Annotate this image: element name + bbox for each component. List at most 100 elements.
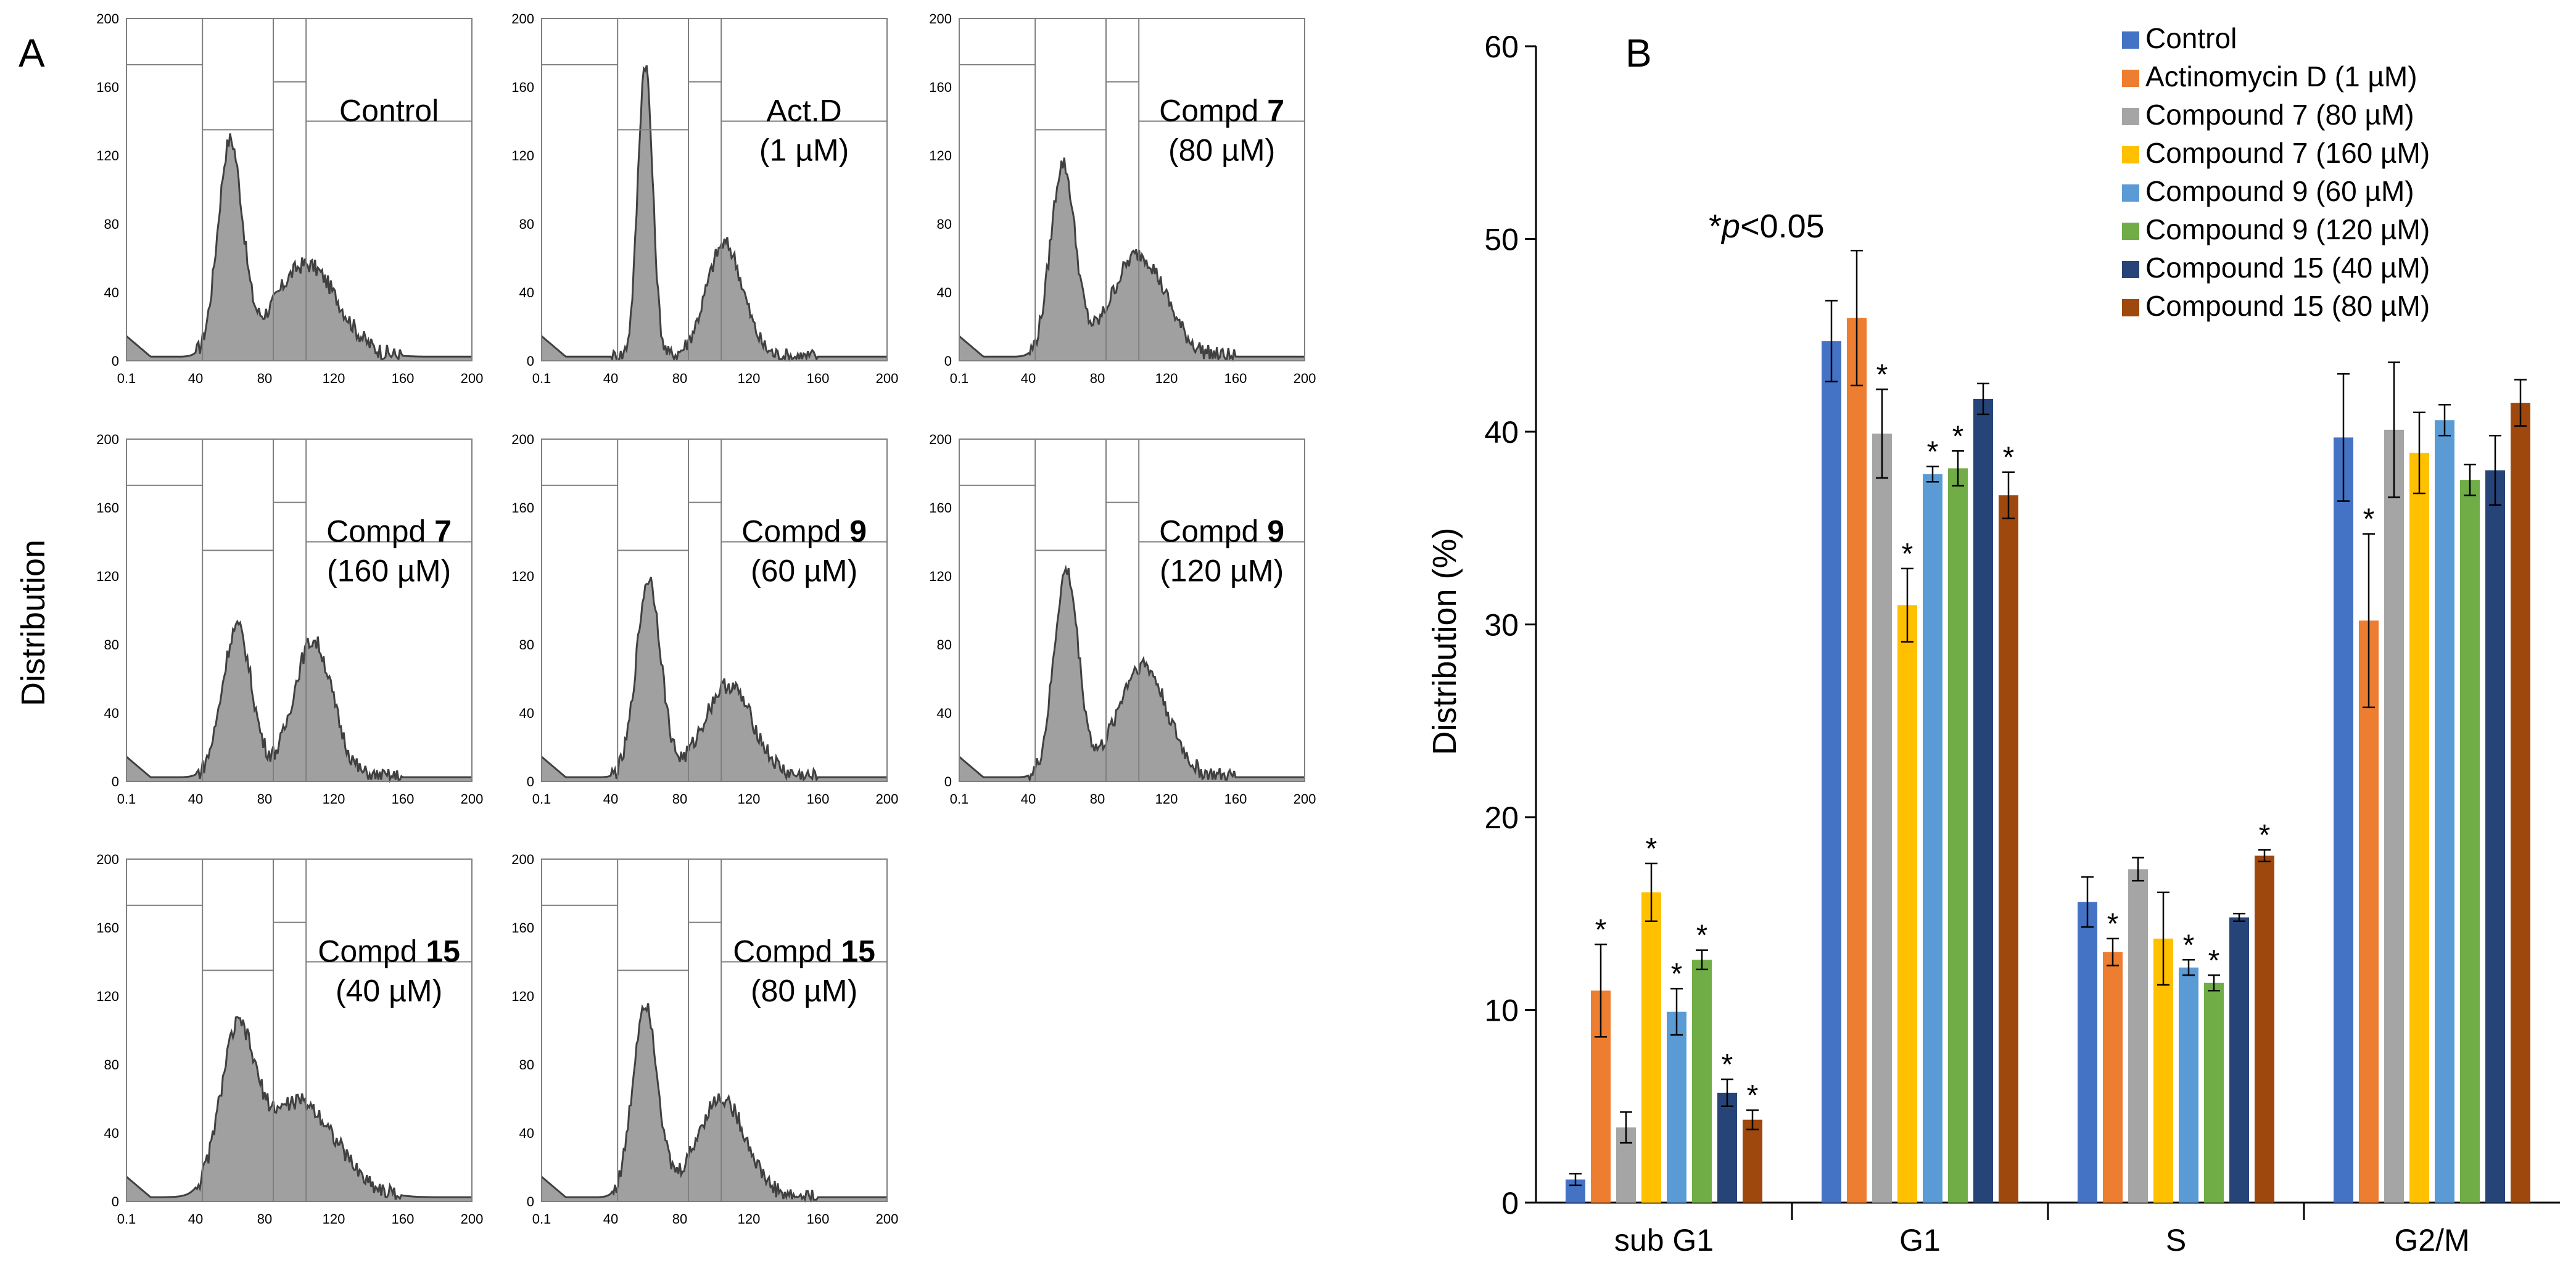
bar bbox=[2460, 480, 2480, 1203]
compound-number: 9 bbox=[849, 514, 867, 549]
y-tick-label: 80 bbox=[519, 637, 534, 653]
histogram-7: 0 40 80 120 160 200 0.1 40 80 120 160 200 Compd 15 (4… bbox=[96, 852, 483, 1227]
legend-swatch bbox=[2122, 70, 2139, 87]
condition-label: Compd 9 bbox=[741, 514, 867, 549]
significance-star: * bbox=[2363, 503, 2375, 536]
legend-label: Compound 7 (160 µM) bbox=[2145, 137, 2430, 169]
significance-star: * bbox=[2259, 819, 2271, 852]
y-tick-label: 40 bbox=[104, 706, 119, 721]
panel-b-label: B bbox=[1625, 31, 1652, 75]
y-tick-label: 20 bbox=[1484, 801, 1519, 835]
y-tick-label: 40 bbox=[937, 285, 952, 300]
x-tick-label: 160 bbox=[392, 371, 415, 386]
bar bbox=[1692, 960, 1712, 1203]
category-label: S bbox=[2166, 1223, 2186, 1258]
bar bbox=[2334, 437, 2353, 1203]
x-tick-label: 80 bbox=[1090, 791, 1105, 807]
bar bbox=[1948, 468, 1968, 1203]
legend-swatch bbox=[2122, 108, 2139, 125]
y-tick-label: 80 bbox=[937, 216, 952, 232]
x-tick-label: 120 bbox=[323, 371, 345, 386]
y-tick-label: 120 bbox=[511, 148, 534, 163]
y-tick-label: 0 bbox=[527, 353, 534, 369]
y-tick-label: 160 bbox=[511, 500, 534, 516]
x-tick-label: 0.1 bbox=[117, 791, 136, 807]
bar-chart: 0 10 20 30 40 50 60 sub G1 * * * * * * G1 * * * * * S * * * * G2/… bbox=[1484, 30, 2560, 1258]
x-tick-label: 120 bbox=[738, 371, 761, 386]
bar bbox=[2359, 620, 2379, 1203]
x-tick-label: 160 bbox=[1224, 791, 1247, 807]
y-tick-label: 200 bbox=[511, 852, 534, 867]
plot-frame bbox=[959, 438, 1305, 782]
legend-label: Compound 15 (40 µM) bbox=[2145, 252, 2430, 284]
y-tick-label: 40 bbox=[104, 285, 119, 300]
panel-b: B Distribution (%) *p<0.05 0 10 20 30 40 50 60… bbox=[1426, 22, 2560, 1258]
x-tick-label: 120 bbox=[738, 1211, 761, 1227]
condition-concentration: (160 µM) bbox=[327, 554, 451, 588]
x-tick-label: 200 bbox=[461, 371, 484, 386]
condition-concentration: (1 µM) bbox=[759, 133, 849, 168]
y-tick-label: 60 bbox=[1484, 30, 1519, 64]
legend-swatch bbox=[2122, 146, 2139, 163]
histogram-outline bbox=[126, 133, 472, 361]
x-tick-label: 120 bbox=[323, 791, 345, 807]
x-tick-label: 40 bbox=[603, 1211, 618, 1227]
histogram-area bbox=[126, 133, 472, 361]
y-tick-label: 160 bbox=[96, 80, 119, 95]
y-tick-label: 40 bbox=[519, 285, 534, 300]
x-tick-label: 200 bbox=[876, 791, 899, 807]
histogram-outline bbox=[959, 564, 1305, 783]
x-tick-label: 160 bbox=[392, 791, 415, 807]
y-tick-label: 0 bbox=[112, 774, 119, 789]
x-tick-label: 160 bbox=[392, 1211, 415, 1227]
histogram-3: 0 40 80 120 160 200 0.1 40 80 120 160 200 Compd 7 (80… bbox=[929, 11, 1316, 386]
bar bbox=[1872, 434, 1892, 1203]
histogram-area bbox=[959, 568, 1305, 781]
y-tick-label: 160 bbox=[511, 920, 534, 936]
x-tick-label: 0.1 bbox=[532, 371, 551, 386]
significance-star: * bbox=[1595, 913, 1607, 946]
condition-label: Compd 15 bbox=[318, 934, 460, 969]
y-tick-label: 120 bbox=[929, 569, 952, 584]
y-tick-label: 80 bbox=[104, 1057, 119, 1072]
category-label: sub G1 bbox=[1614, 1223, 1714, 1258]
condition-concentration: (40 µM) bbox=[336, 974, 442, 1008]
x-tick-label: 120 bbox=[738, 791, 761, 807]
bar bbox=[2384, 429, 2404, 1203]
y-tick-label: 30 bbox=[1484, 608, 1519, 643]
histogram-area bbox=[542, 65, 887, 361]
condition-name: Compd bbox=[326, 514, 434, 549]
compound-number: 15 bbox=[426, 934, 460, 969]
y-tick-label: 200 bbox=[96, 852, 119, 867]
significance-star: * bbox=[1927, 435, 1939, 468]
x-tick-label: 200 bbox=[461, 1211, 484, 1227]
legend-swatch bbox=[2122, 299, 2139, 316]
x-tick-label: 0.1 bbox=[950, 371, 969, 386]
significance-star: * bbox=[1696, 920, 1708, 952]
x-tick-label: 80 bbox=[257, 1211, 272, 1227]
legend-swatch bbox=[2122, 261, 2139, 278]
x-tick-label: 40 bbox=[188, 1211, 203, 1227]
bar bbox=[1847, 318, 1867, 1203]
y-tick-label: 0 bbox=[944, 353, 952, 369]
bar bbox=[2255, 855, 2274, 1203]
y-tick-label: 160 bbox=[96, 920, 119, 936]
category-label: G1 bbox=[1899, 1223, 1941, 1258]
plot-frame bbox=[959, 18, 1305, 361]
bar bbox=[1973, 398, 1993, 1203]
x-tick-label: 120 bbox=[1155, 371, 1178, 386]
histogram-8: 0 40 80 120 160 200 0.1 40 80 120 160 200 Compd 15 (8… bbox=[511, 852, 898, 1227]
category-label: G2/M bbox=[2394, 1223, 2469, 1258]
legend-label: Compound 9 (60 µM) bbox=[2145, 175, 2414, 207]
y-tick-label: 80 bbox=[937, 637, 952, 653]
x-tick-label: 0.1 bbox=[950, 791, 969, 807]
bar bbox=[2179, 967, 2198, 1203]
x-tick-label: 160 bbox=[1224, 371, 1247, 386]
bar bbox=[1897, 605, 1917, 1203]
bar bbox=[1923, 474, 1942, 1203]
compound-number: 15 bbox=[841, 934, 875, 969]
condition-name: Compd bbox=[1159, 94, 1267, 128]
plot-frame bbox=[541, 438, 888, 782]
y-tick-label: 200 bbox=[929, 432, 952, 447]
